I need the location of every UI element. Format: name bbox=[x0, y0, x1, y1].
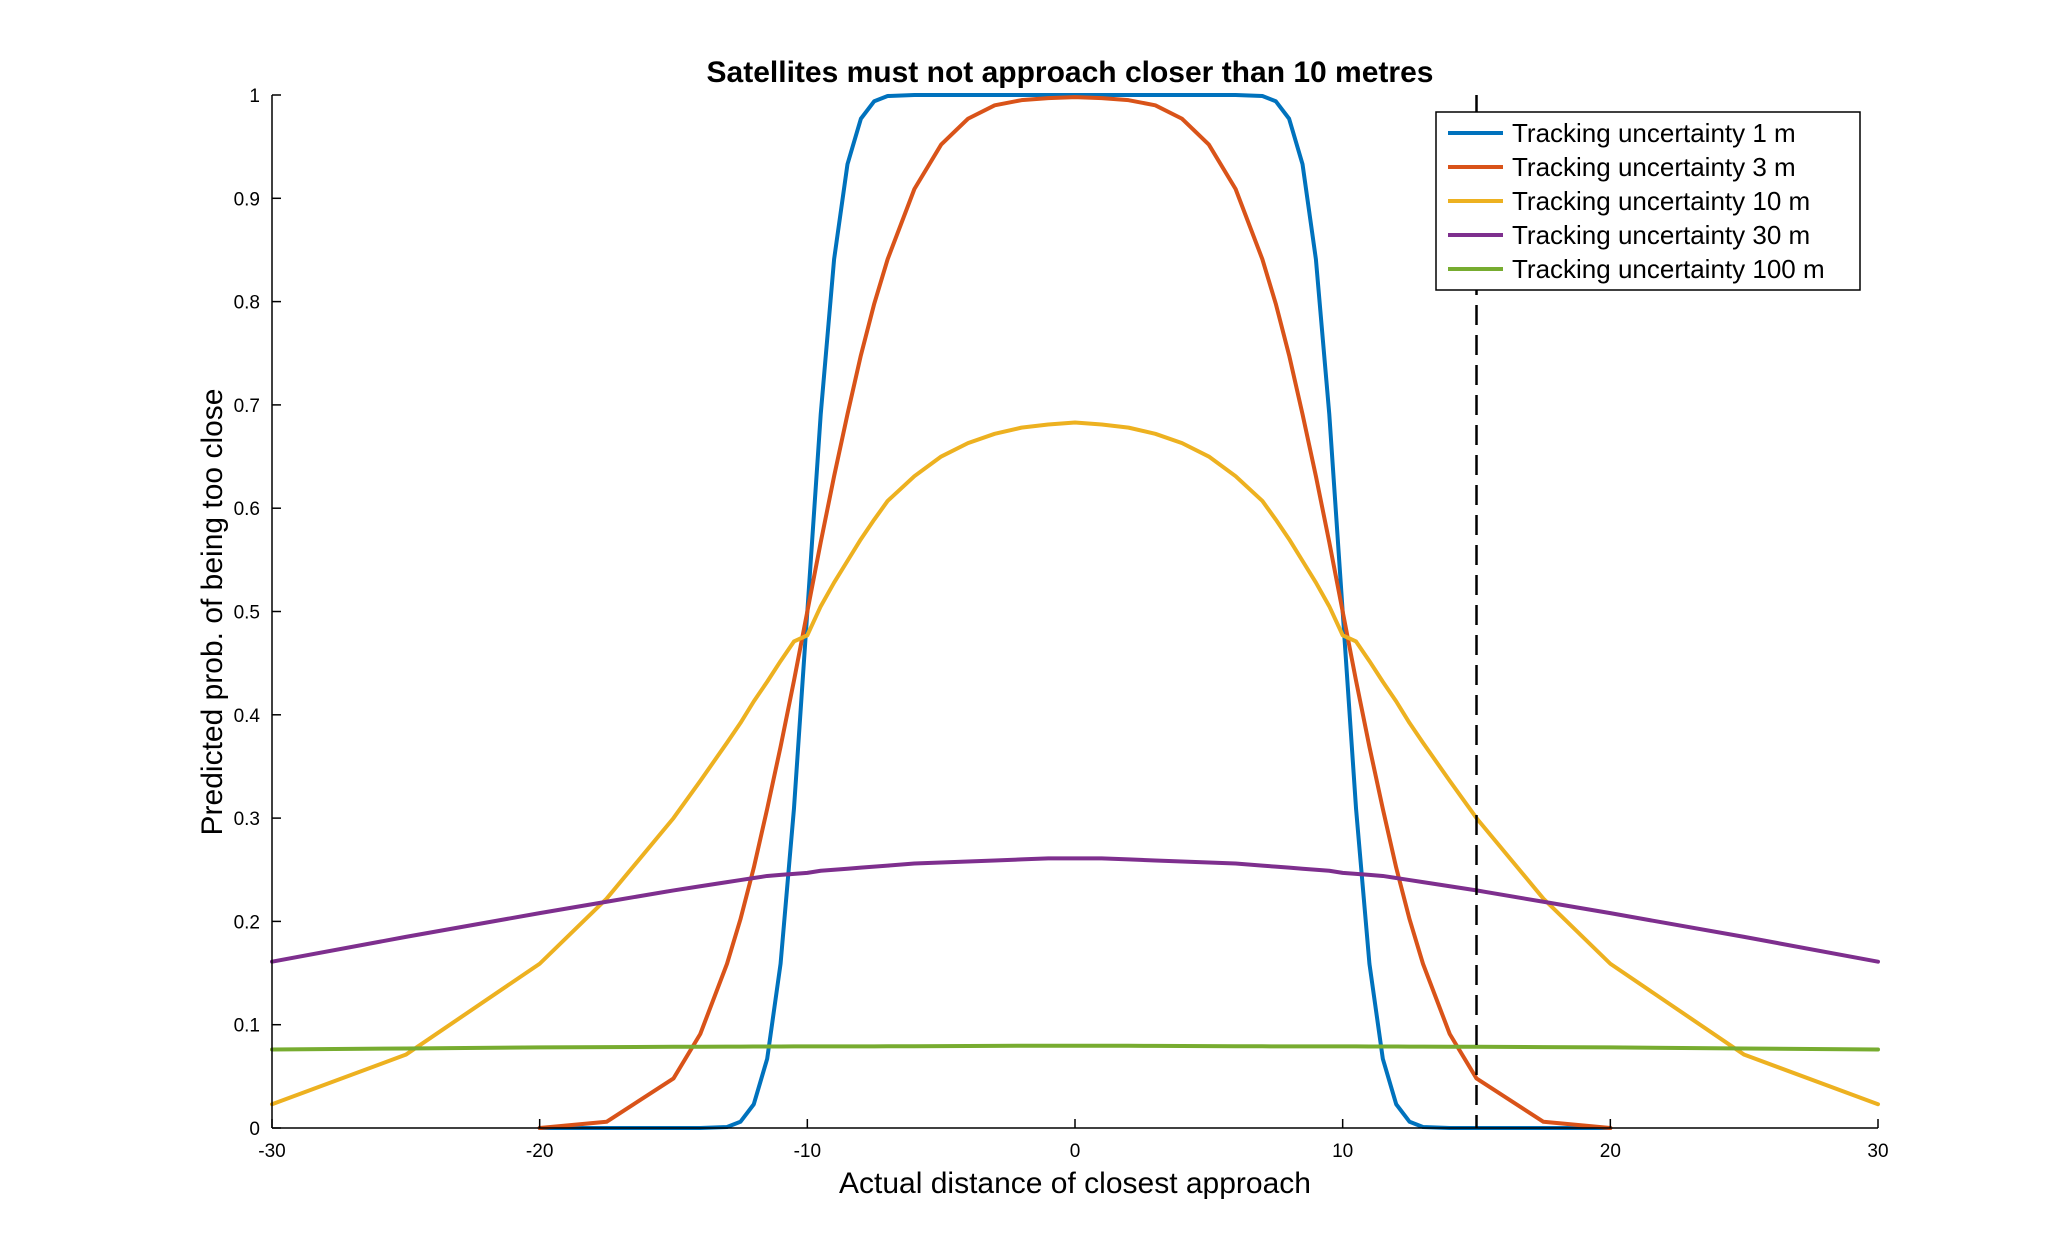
x-tick-label: -10 bbox=[794, 1141, 821, 1162]
legend-label: Tracking uncertainty 30 m bbox=[1512, 220, 1810, 250]
y-tick-label: 0.4 bbox=[234, 706, 261, 727]
series-line-tracking-uncertainty-30-m bbox=[270, 856, 1880, 964]
x-tick-label: 20 bbox=[1600, 1141, 1621, 1162]
legend-label: Tracking uncertainty 3 m bbox=[1512, 152, 1796, 182]
axes: -30 -20 -10 0 10 20 30 00.10.20.30.40.50.60.70… bbox=[234, 86, 1889, 1162]
series-line-tracking-uncertainty-100-m bbox=[270, 1043, 1880, 1052]
y-tick-label: 0.7 bbox=[234, 396, 260, 417]
x-tick-label: -20 bbox=[526, 1141, 553, 1162]
y-ticks: 0 0.1 0.2 0.3 0.4 0.5 0.6 0.7 0.8 0.9 1 bbox=[234, 86, 281, 1140]
legend-label: Tracking uncertainty 10 m bbox=[1512, 186, 1810, 216]
y-tick-label: 0.2 bbox=[234, 912, 260, 933]
chart-title: Satellites must not approach closer than… bbox=[707, 56, 1434, 89]
y-tick-label: 1 bbox=[249, 86, 260, 107]
y-axis-label: Predicted prob. of being too close bbox=[196, 389, 229, 836]
legend-label: Tracking uncertainty 1 m bbox=[1512, 118, 1796, 148]
y-tick-label: 0.9 bbox=[234, 189, 260, 210]
x-tick-label: -30 bbox=[258, 1141, 285, 1162]
x-tick-label: 10 bbox=[1332, 1141, 1353, 1162]
y-tick-label: 0.3 bbox=[234, 809, 260, 830]
series-group bbox=[270, 93, 1880, 1130]
y-tick-label: 0.8 bbox=[234, 293, 260, 314]
legend: Tracking uncertainty 1 m Tracking uncerta… bbox=[1435, 111, 1861, 291]
x-axis-label: Actual distance of closest approach bbox=[839, 1167, 1311, 1200]
y-tick-label: 0.1 bbox=[234, 1016, 260, 1037]
y-tick-label: 0.6 bbox=[234, 499, 260, 520]
series-line-tracking-uncertainty-3-m bbox=[537, 95, 1613, 1130]
x-ticks: -30 -20 -10 0 10 20 30 bbox=[258, 1119, 1889, 1162]
legend-items: Tracking uncertainty 1 m Tracking uncerta… bbox=[1448, 118, 1825, 284]
x-tick-label: 0 bbox=[1070, 1141, 1081, 1162]
x-tick-label: 30 bbox=[1867, 1141, 1888, 1162]
plot-area bbox=[270, 93, 1880, 1130]
legend-box bbox=[1435, 111, 1861, 291]
series-line-tracking-uncertainty-1-m bbox=[537, 93, 1613, 1130]
legend-label: Tracking uncertainty 100 m bbox=[1512, 254, 1825, 284]
series-line-tracking-uncertainty-10-m bbox=[270, 420, 1880, 1107]
y-tick-label: 0 bbox=[249, 1119, 260, 1140]
y-tick-label: 0.5 bbox=[234, 603, 260, 624]
